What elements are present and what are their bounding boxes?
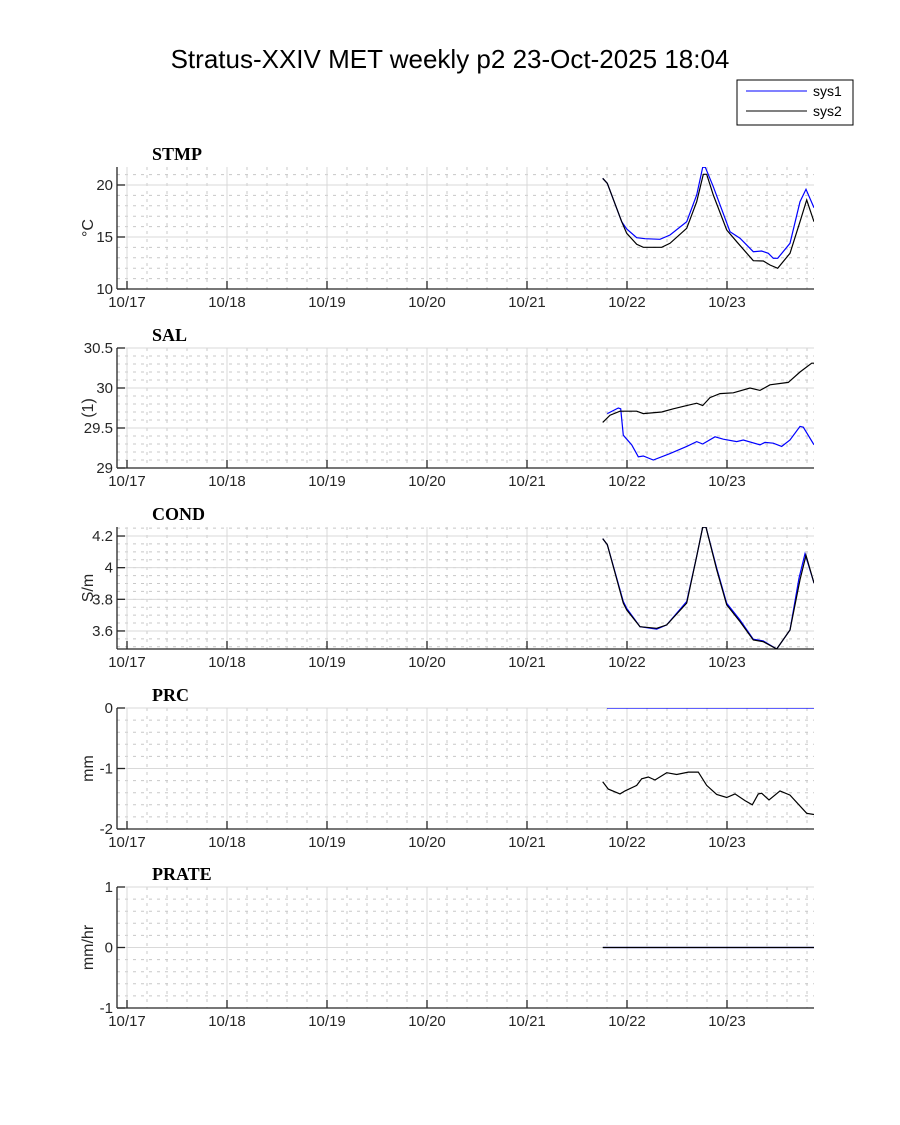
y-tick-label: 3.8	[92, 591, 113, 608]
series-line-sys1	[607, 407, 814, 461]
y-tick-label: 0	[105, 700, 113, 717]
y-tick-label: 29	[96, 460, 113, 477]
x-tick-label: 10/23	[708, 294, 746, 311]
x-tick-label: 10/18	[208, 654, 246, 671]
x-tick-label: 10/21	[508, 1013, 546, 1030]
y-tick-label: 15	[96, 229, 113, 246]
x-tick-label: 10/17	[108, 473, 146, 490]
series-line-sys2	[602, 527, 814, 649]
panel-prc: 10/17 10/18 10/19 10/20 10/21 10/22 10/23 -2 -1 0…	[80, 685, 814, 851]
legend-box	[736, 79, 854, 126]
x-tick-label: 10/23	[708, 834, 746, 851]
x-tick-label: 10/18	[208, 1013, 246, 1030]
panel-title: STMP	[152, 144, 202, 164]
y-tick-label: -2	[100, 821, 113, 838]
x-tick-label: 10/17	[108, 1013, 146, 1030]
x-tick-label: 10/17	[108, 654, 146, 671]
y-axis-label: (1)	[80, 398, 97, 418]
panel-cond: 10/17 10/18 10/19 10/20 10/21 10/22 10/23 3.6 3.…	[80, 504, 814, 671]
legend-label-sys1: sys1	[813, 83, 842, 99]
y-tick-label: 20	[96, 177, 113, 194]
x-tick-label: 10/22	[608, 294, 646, 311]
y-tick-label: -1	[100, 1000, 113, 1017]
x-tick-label: 10/20	[408, 654, 446, 671]
x-tick-label: 10/19	[308, 834, 346, 851]
y-axis-label: S/m	[80, 574, 97, 602]
x-tick-label: 10/21	[508, 294, 546, 311]
x-tick-label: 10/23	[708, 473, 746, 490]
panel-title: SAL	[152, 325, 187, 345]
x-tick-label: 10/18	[208, 834, 246, 851]
y-axis-label: mm/hr	[80, 924, 97, 970]
series-group	[602, 527, 814, 649]
x-tick-label: 10/20	[408, 1013, 446, 1030]
panel-title: COND	[152, 504, 205, 524]
x-tick-label: 10/18	[208, 294, 246, 311]
x-tick-label: 10/18	[208, 473, 246, 490]
legend-label-sys2: sys2	[813, 103, 842, 119]
legend: sys1 sys2	[736, 79, 854, 126]
x-tick-label: 10/21	[508, 473, 546, 490]
x-tick-label: 10/17	[108, 294, 146, 311]
series-group	[602, 362, 814, 461]
y-tick-label: 30	[96, 380, 113, 397]
y-tick-label: 0	[105, 940, 113, 957]
panel-sal: 10/17 10/18 10/19 10/20 10/21 10/22 10/23 29 29.…	[80, 325, 814, 490]
x-tick-label: 10/22	[608, 473, 646, 490]
x-tick-label: 10/21	[508, 834, 546, 851]
y-axis-label: °C	[80, 219, 97, 237]
y-tick-label: 10	[96, 281, 113, 298]
x-tick-label: 10/23	[708, 654, 746, 671]
x-tick-label: 10/23	[708, 1013, 746, 1030]
panel-prate: 10/17 10/18 10/19 10/20 10/21 10/22 10/23 -1 0 1 P…	[80, 864, 814, 1030]
x-tick-label: 10/20	[408, 834, 446, 851]
series-group	[602, 167, 814, 270]
x-tick-label: 10/21	[508, 654, 546, 671]
x-tick-label: 10/20	[408, 473, 446, 490]
panel-title: PRATE	[152, 864, 212, 884]
x-tick-label: 10/22	[608, 834, 646, 851]
x-tick-label: 10/19	[308, 294, 346, 311]
panel-stmp: 10/17 10/18 10/19 10/20 10/21 10/22 10/23 10 15 2…	[80, 144, 814, 311]
x-tick-label: 10/19	[308, 1013, 346, 1030]
y-tick-label: 4.2	[92, 528, 113, 545]
y-tick-label: -1	[100, 761, 113, 778]
series-line-sys2	[602, 173, 814, 270]
x-tick-label: 10/22	[608, 654, 646, 671]
y-tick-label: 3.6	[92, 623, 113, 640]
x-tick-label: 10/19	[308, 473, 346, 490]
x-tick-label: 10/22	[608, 1013, 646, 1030]
series-line-sys1	[602, 167, 814, 259]
series-line-sys2	[602, 362, 814, 423]
y-tick-label: 30.5	[84, 340, 113, 357]
series-group	[602, 708, 814, 816]
y-tick-label: 29.5	[84, 420, 113, 437]
chart-title: Stratus-XXIV MET weekly p2 23-Oct-2025 1…	[171, 44, 730, 74]
series-line-sys2	[602, 771, 814, 816]
x-tick-label: 10/19	[308, 654, 346, 671]
x-tick-label: 10/20	[408, 294, 446, 311]
panel-title: PRC	[152, 685, 189, 705]
y-tick-label: 1	[105, 879, 113, 896]
x-tick-label: 10/17	[108, 834, 146, 851]
y-tick-label: 4	[105, 560, 113, 577]
y-axis-label: mm	[80, 755, 97, 782]
